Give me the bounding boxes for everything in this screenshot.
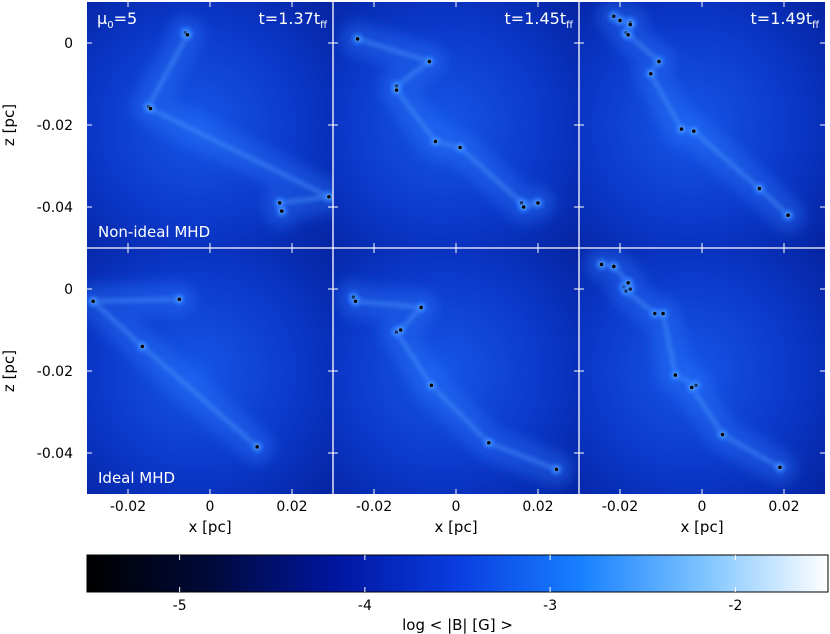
- sink-particle: [628, 22, 633, 27]
- panel-r1-c0: [87, 248, 333, 494]
- x-tick-label: 0.02: [276, 499, 307, 515]
- time-label: t=1.37tff: [259, 9, 329, 31]
- sink-particle: [398, 328, 403, 332]
- y-tick-label: 0: [64, 282, 73, 298]
- sink-particle: [185, 33, 190, 37]
- x-tick-label: 0.02: [522, 499, 553, 515]
- sink-particle: [521, 205, 526, 209]
- sink-particle: [786, 213, 790, 217]
- sink-particle: [778, 465, 782, 470]
- x-axis-label: x [pc]: [680, 518, 723, 536]
- sink-particle: [255, 445, 259, 449]
- sink-particle: [419, 305, 423, 310]
- panel-r0-c1: [333, 2, 579, 248]
- sink-particle: [626, 33, 630, 37]
- colorbar: -5 -4 -3 -2 log < |B| [G] >: [86, 554, 829, 634]
- sink-particle: [599, 262, 604, 267]
- sink-particle: [487, 440, 491, 445]
- colorbar-tick-label: -2: [728, 598, 742, 614]
- panel-r0-c0: [87, 2, 333, 248]
- sink-particle: [757, 186, 762, 191]
- panel-r1-c1: [333, 248, 579, 494]
- time-label: t=1.49tff: [751, 9, 821, 31]
- y-tick-label: -0.04: [37, 446, 73, 462]
- y-axis-label: z [pc]: [0, 350, 18, 392]
- sink-particle: [692, 129, 696, 133]
- sink-particle: [91, 299, 95, 304]
- sink-particle: [394, 88, 399, 92]
- panel-r0-c2: [579, 2, 825, 248]
- sink-particle: [673, 373, 678, 377]
- y-tick-label: -0.02: [37, 364, 73, 380]
- sink-particle: [458, 145, 462, 150]
- sink-particle: [648, 71, 653, 76]
- colorbar-tick-label: -3: [543, 598, 557, 614]
- x-tick-label: -0.02: [602, 499, 638, 515]
- x-tick-label: 0.02: [768, 499, 799, 515]
- sink-particle: [661, 311, 665, 316]
- x-tick-label: -0.02: [356, 499, 392, 515]
- sink-particle: [140, 344, 145, 349]
- x-tick-label: 0: [206, 499, 215, 515]
- panel-annotations: μ0=5 t=1.37tff t=1.45tff t=1.49tff Non-ideal…: [97, 9, 820, 487]
- sink-particle: [679, 127, 684, 131]
- sink-particle: [657, 59, 661, 64]
- sink-particle: [433, 139, 438, 144]
- sink-particle: [536, 201, 540, 205]
- y-axis-label: z [pc]: [0, 104, 18, 146]
- sink-particle: [554, 467, 559, 472]
- sink-particle: [689, 385, 694, 390]
- sink-particle: [429, 383, 434, 388]
- model-label: Ideal MHD: [98, 469, 175, 487]
- colorbar-tick-label: -5: [173, 598, 187, 614]
- sink-particle: [720, 432, 725, 437]
- sink-particle: [612, 264, 616, 269]
- sink-particle: [355, 37, 360, 41]
- y-tick-label: 0: [64, 36, 73, 52]
- sink-particle: [279, 209, 284, 213]
- sink-glow: [319, 187, 333, 206]
- colorbar-gradient: [86, 554, 829, 593]
- sink-particle: [327, 194, 331, 199]
- sink-particle: [353, 299, 358, 304]
- x-axis-label: x [pc]: [188, 518, 231, 536]
- sink-particle: [148, 106, 153, 111]
- sink-particle: [177, 297, 182, 302]
- colorbar-tick-label: -4: [358, 598, 372, 614]
- sink-particle: [618, 18, 622, 23]
- mu-label: μ0=5: [97, 9, 137, 31]
- y-tick-label: -0.04: [37, 200, 73, 216]
- sink-particle: [626, 281, 630, 285]
- x-tick-label: 0: [452, 499, 461, 515]
- panel-r1-c2: [579, 248, 825, 494]
- panels-grid: [87, 2, 825, 494]
- axes: -0.02 0 0.02 x [pc] -0.02 0 0.02 x [pc] -0.02 0 0.…: [0, 2, 825, 536]
- x-tick-label: -0.02: [110, 499, 146, 515]
- x-axis-label: x [pc]: [434, 518, 477, 536]
- filament: [91, 297, 260, 449]
- time-label: t=1.45tff: [505, 9, 575, 31]
- model-label: Non-ideal MHD: [98, 223, 210, 241]
- sink-particle: [427, 59, 432, 64]
- colorbar-label: log < |B| [G] >: [402, 616, 513, 634]
- y-tick-label: -0.02: [37, 118, 73, 134]
- x-tick-label: 0: [698, 499, 707, 515]
